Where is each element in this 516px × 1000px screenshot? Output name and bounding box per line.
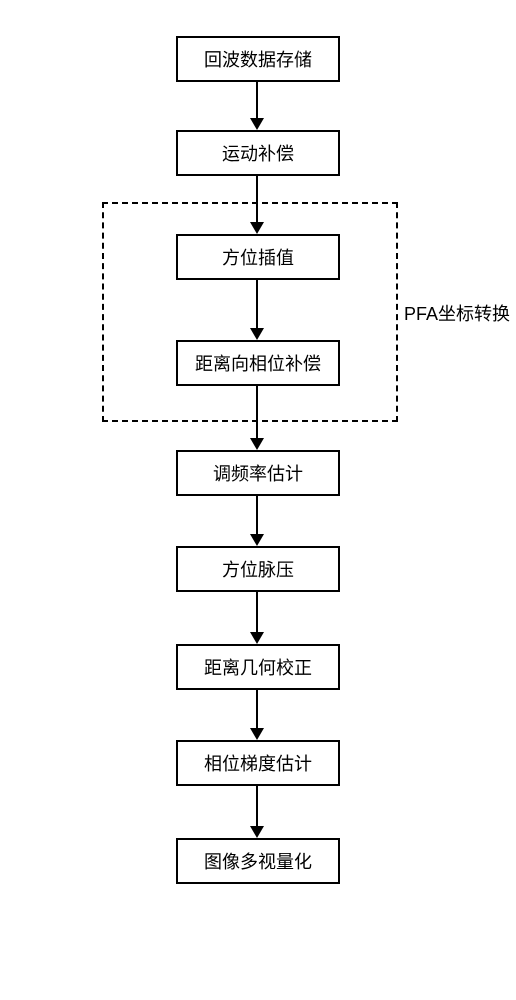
arrow-4-5 — [250, 386, 264, 450]
arrow-line — [256, 592, 258, 632]
node-azimuth-interpolation: 方位插值 — [176, 234, 340, 280]
arrow-line — [256, 176, 258, 222]
flowchart-container: PFA坐标转换 回波数据存储 运动补偿 方位插值 距离向相位补偿 调频率估计 方… — [0, 0, 516, 1000]
arrow-6-7 — [250, 592, 264, 644]
node-image-multilook-quantization: 图像多视量化 — [176, 838, 340, 884]
node-echo-data-storage: 回波数据存储 — [176, 36, 340, 82]
arrow-line — [256, 386, 258, 438]
arrow-line — [256, 786, 258, 826]
node-label: 运动补偿 — [222, 140, 294, 166]
arrow-5-6 — [250, 496, 264, 546]
arrow-head-icon — [250, 534, 264, 546]
arrow-head-icon — [250, 118, 264, 130]
arrow-head-icon — [250, 222, 264, 234]
node-chirp-rate-estimation: 调频率估计 — [176, 450, 340, 496]
node-label: 方位插值 — [222, 244, 294, 270]
node-azimuth-pulse-compression: 方位脉压 — [176, 546, 340, 592]
arrow-7-8 — [250, 690, 264, 740]
arrow-line — [256, 496, 258, 534]
node-label: 距离向相位补偿 — [195, 350, 321, 376]
node-phase-gradient-estimation: 相位梯度估计 — [176, 740, 340, 786]
node-label: 调频率估计 — [213, 460, 303, 486]
arrow-line — [256, 280, 258, 328]
arrow-head-icon — [250, 438, 264, 450]
node-range-geometric-correction: 距离几何校正 — [176, 644, 340, 690]
arrow-8-9 — [250, 786, 264, 838]
arrow-head-icon — [250, 632, 264, 644]
arrow-3-4 — [250, 280, 264, 340]
arrow-2-3 — [250, 176, 264, 234]
node-label: 回波数据存储 — [204, 46, 312, 72]
arrow-line — [256, 690, 258, 728]
node-label: 方位脉压 — [222, 556, 294, 582]
arrow-head-icon — [250, 728, 264, 740]
node-motion-compensation: 运动补偿 — [176, 130, 340, 176]
pfa-group-label: PFA坐标转换 — [404, 300, 510, 326]
node-label: 距离几何校正 — [204, 654, 312, 680]
node-label: 相位梯度估计 — [204, 750, 312, 776]
arrow-line — [256, 82, 258, 118]
node-label: 图像多视量化 — [204, 848, 312, 874]
node-range-phase-compensation: 距离向相位补偿 — [176, 340, 340, 386]
arrow-head-icon — [250, 826, 264, 838]
arrow-1-2 — [250, 82, 264, 130]
arrow-head-icon — [250, 328, 264, 340]
